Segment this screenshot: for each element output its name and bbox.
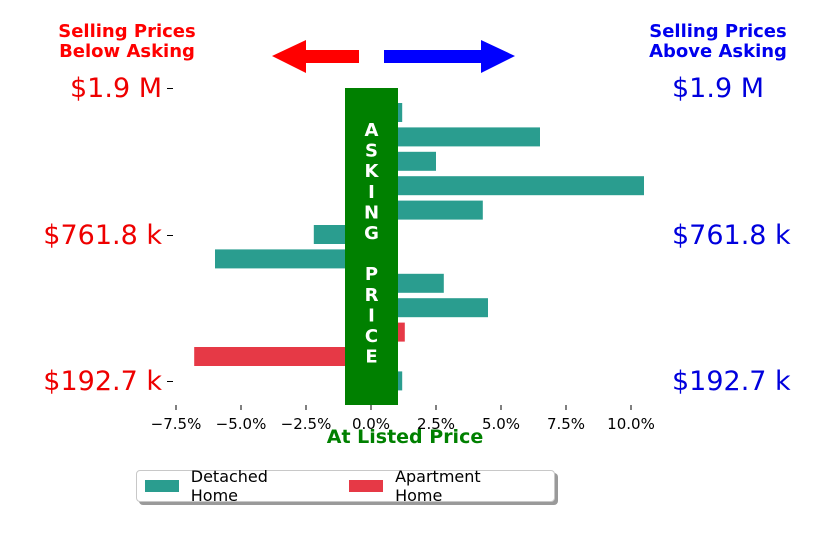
header-above-asking: Selling Prices Above Asking	[618, 22, 818, 62]
x-tick-label-5: 2.5%	[417, 415, 455, 433]
asking-letter-11: C	[365, 326, 378, 347]
direction-arrows	[272, 40, 515, 73]
x-axis-label: At Listed Price	[326, 426, 484, 448]
price-label-left-top: $1.9 M	[70, 73, 162, 104]
legend-swatch-detached	[145, 480, 179, 492]
x-tick-label-7: 7.5%	[547, 415, 585, 433]
bar-11	[194, 347, 371, 366]
price-label-right-top: $1.9 M	[672, 73, 764, 104]
asking-letter-5: N	[364, 202, 379, 223]
legend-item-apartment: Apartment Home	[349, 467, 532, 505]
header-below-asking-line1: Selling Prices	[58, 21, 196, 42]
x-tick-label-2: −5.0%	[216, 415, 267, 433]
legend-swatch-apartment	[349, 480, 384, 492]
asking-letter-1: A	[365, 120, 379, 141]
asking-letter-12: E	[365, 347, 377, 368]
header-above-asking-line2: Above Asking	[649, 41, 787, 62]
x-tick-label-6: 5.0%	[482, 415, 520, 433]
legend-label-detached: Detached Home	[190, 467, 268, 505]
asking-letter-3: K	[365, 161, 380, 182]
left-arrow	[272, 40, 359, 73]
right-arrow	[384, 40, 515, 73]
y-tick-middle	[167, 235, 173, 236]
asking-letter-4: I	[368, 182, 375, 203]
price-label-left-middle: $761.8 k	[43, 220, 162, 251]
asking-letter-8: P	[365, 264, 378, 285]
x-tick-label-4: 0.0%	[352, 415, 390, 433]
x-tick-label-8: 10.0%	[607, 415, 655, 433]
bar-4	[371, 176, 644, 196]
x-tick-label-1: −7.5%	[151, 415, 202, 433]
header-above-asking-line1: Selling Prices	[649, 21, 787, 42]
asking-price-rect	[345, 88, 398, 405]
asking-letter-6: G	[364, 223, 379, 244]
bars-group	[194, 103, 644, 391]
bar-5	[371, 200, 483, 220]
y-tick-top	[167, 88, 173, 89]
bar-2	[371, 127, 540, 147]
legend: Detached Home Apartment Home	[136, 467, 555, 505]
legend-label-apartment: Apartment Home	[395, 467, 481, 505]
price-label-right-middle: $761.8 k	[672, 220, 791, 251]
asking-letter-10: I	[368, 305, 375, 326]
bar-7	[215, 249, 371, 269]
price-label-right-bottom: $192.7 k	[672, 366, 791, 397]
legend-item-detached: Detached Home	[145, 467, 319, 505]
asking-letter-9: R	[365, 285, 379, 306]
asking-letter-2: S	[365, 141, 378, 162]
price-label-left-bottom: $192.7 k	[43, 366, 162, 397]
x-tick-label-3: −2.5%	[281, 415, 332, 433]
bar-9	[371, 298, 488, 318]
x-axis: −7.5% −5.0% −2.5% 0.0% 2.5% 5.0% 7.5% 10.0%	[151, 405, 655, 433]
header-below-asking: Selling Prices Below Asking	[27, 22, 227, 62]
header-below-asking-line2: Below Asking	[59, 41, 195, 62]
y-tick-bottom	[167, 381, 173, 382]
